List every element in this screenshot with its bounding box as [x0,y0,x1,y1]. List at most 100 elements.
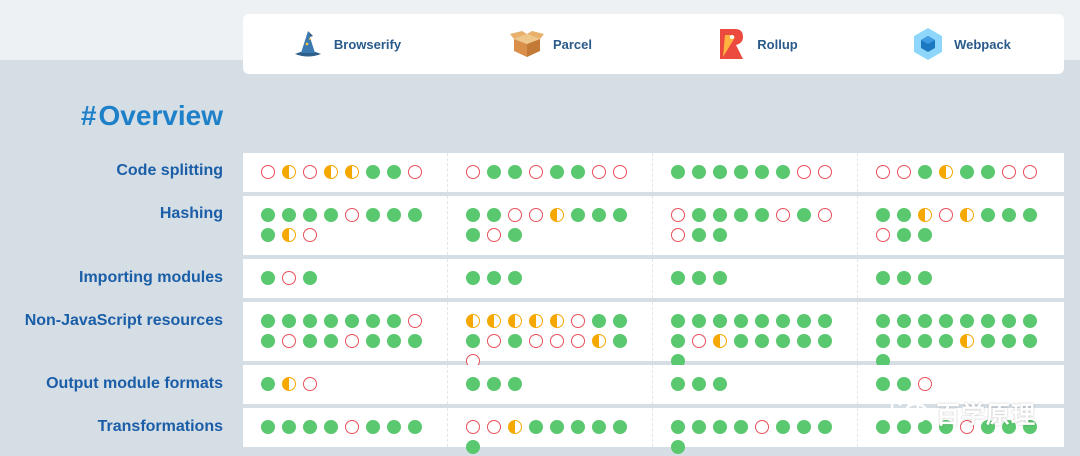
status-supported-dot[interactable] [917,420,932,434]
status-partial-dot[interactable] [465,314,480,328]
status-supported-dot[interactable] [917,334,932,348]
status-unsupported-dot[interactable] [917,377,932,391]
status-supported-dot[interactable] [959,165,974,179]
status-unsupported-dot[interactable] [528,165,543,179]
status-supported-dot[interactable] [817,334,832,348]
status-partial-dot[interactable] [507,420,522,434]
status-unsupported-dot[interactable] [875,228,890,242]
status-unsupported-dot[interactable] [938,208,953,222]
status-supported-dot[interactable] [486,377,501,391]
status-unsupported-dot[interactable] [302,228,317,242]
status-supported-dot[interactable] [365,314,380,328]
status-partial-dot[interactable] [507,314,522,328]
status-partial-dot[interactable] [959,208,974,222]
status-supported-dot[interactable] [670,165,685,179]
status-supported-dot[interactable] [465,334,480,348]
status-partial-dot[interactable] [528,314,543,328]
status-unsupported-dot[interactable] [670,228,685,242]
status-supported-dot[interactable] [344,314,359,328]
status-unsupported-dot[interactable] [570,314,585,328]
status-supported-dot[interactable] [817,314,832,328]
status-supported-dot[interactable] [260,208,275,222]
status-partial-dot[interactable] [917,208,932,222]
status-supported-dot[interactable] [775,314,790,328]
status-supported-dot[interactable] [465,208,480,222]
status-unsupported-dot[interactable] [817,208,832,222]
status-partial-dot[interactable] [959,334,974,348]
status-supported-dot[interactable] [365,165,380,179]
status-supported-dot[interactable] [670,271,685,285]
status-unsupported-dot[interactable] [281,271,296,285]
status-supported-dot[interactable] [549,165,564,179]
status-supported-dot[interactable] [1022,420,1037,434]
status-supported-dot[interactable] [302,314,317,328]
status-unsupported-dot[interactable] [1022,165,1037,179]
status-partial-dot[interactable] [281,377,296,391]
status-supported-dot[interactable] [938,420,953,434]
status-supported-dot[interactable] [754,334,769,348]
status-supported-dot[interactable] [896,377,911,391]
status-supported-dot[interactable] [612,208,627,222]
status-supported-dot[interactable] [959,314,974,328]
status-supported-dot[interactable] [386,334,401,348]
status-unsupported-dot[interactable] [302,377,317,391]
status-supported-dot[interactable] [875,334,890,348]
status-partial-dot[interactable] [549,208,564,222]
status-supported-dot[interactable] [712,314,727,328]
status-unsupported-dot[interactable] [896,165,911,179]
status-supported-dot[interactable] [407,420,422,434]
status-unsupported-dot[interactable] [486,334,501,348]
status-supported-dot[interactable] [323,334,338,348]
status-supported-dot[interactable] [1001,420,1016,434]
status-supported-dot[interactable] [549,420,564,434]
status-supported-dot[interactable] [386,314,401,328]
status-supported-dot[interactable] [875,420,890,434]
status-supported-dot[interactable] [302,420,317,434]
status-supported-dot[interactable] [875,208,890,222]
status-supported-dot[interactable] [896,334,911,348]
status-supported-dot[interactable] [775,165,790,179]
status-unsupported-dot[interactable] [796,165,811,179]
status-supported-dot[interactable] [281,208,296,222]
status-supported-dot[interactable] [938,314,953,328]
status-supported-dot[interactable] [796,420,811,434]
status-supported-dot[interactable] [796,314,811,328]
status-supported-dot[interactable] [465,440,480,454]
status-unsupported-dot[interactable] [486,228,501,242]
status-supported-dot[interactable] [712,420,727,434]
bundler-rollup[interactable]: Rollup [653,26,858,62]
status-supported-dot[interactable] [260,334,275,348]
status-supported-dot[interactable] [917,228,932,242]
status-unsupported-dot[interactable] [528,334,543,348]
status-supported-dot[interactable] [1022,334,1037,348]
status-supported-dot[interactable] [386,420,401,434]
status-supported-dot[interactable] [917,165,932,179]
bundler-webpack[interactable]: Webpack [858,26,1063,62]
status-supported-dot[interactable] [733,314,748,328]
status-partial-dot[interactable] [549,314,564,328]
status-supported-dot[interactable] [323,208,338,222]
status-unsupported-dot[interactable] [528,208,543,222]
status-supported-dot[interactable] [612,420,627,434]
status-supported-dot[interactable] [486,271,501,285]
overview-hash[interactable]: # [80,100,97,131]
status-supported-dot[interactable] [938,334,953,348]
status-supported-dot[interactable] [302,208,317,222]
status-supported-dot[interactable] [754,314,769,328]
status-unsupported-dot[interactable] [670,208,685,222]
status-unsupported-dot[interactable] [344,334,359,348]
status-supported-dot[interactable] [281,314,296,328]
status-supported-dot[interactable] [591,314,606,328]
status-supported-dot[interactable] [260,271,275,285]
status-unsupported-dot[interactable] [344,208,359,222]
status-supported-dot[interactable] [670,314,685,328]
status-supported-dot[interactable] [670,354,685,368]
status-supported-dot[interactable] [1001,314,1016,328]
status-supported-dot[interactable] [733,334,748,348]
status-supported-dot[interactable] [281,420,296,434]
status-supported-dot[interactable] [980,208,995,222]
status-supported-dot[interactable] [570,208,585,222]
status-supported-dot[interactable] [386,165,401,179]
status-unsupported-dot[interactable] [260,165,275,179]
status-unsupported-dot[interactable] [281,334,296,348]
